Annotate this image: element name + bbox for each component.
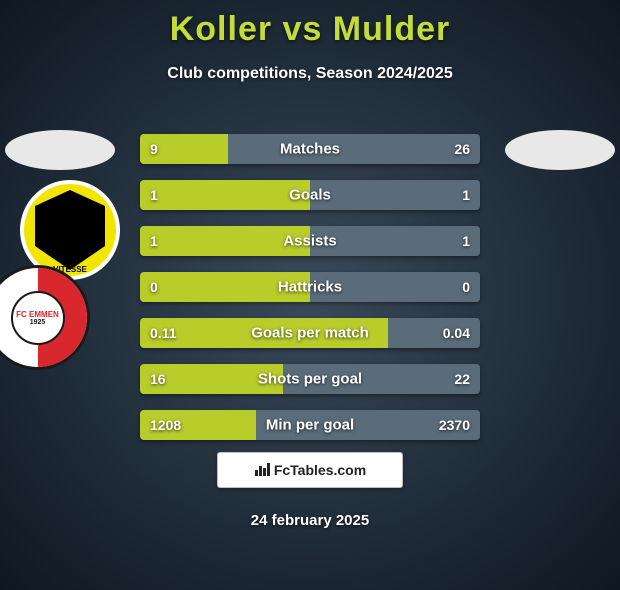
footer-brand-link[interactable]: FcTables.com xyxy=(217,452,403,488)
stat-value-right: 1 xyxy=(462,187,470,203)
stat-row-hattricks: 0 Hattricks 0 xyxy=(140,272,480,302)
stat-value-left: 0.11 xyxy=(150,325,176,341)
stat-value-right: 1 xyxy=(462,233,470,249)
stat-fill-right xyxy=(310,180,480,210)
stat-label: Shots per goal xyxy=(258,371,362,388)
footer-brand-text: FcTables.com xyxy=(274,462,366,478)
stat-label: Goals per match xyxy=(251,325,369,342)
club-badge-right-center-icon: FC EMMEN 1925 xyxy=(11,291,65,345)
stat-label: Matches xyxy=(280,141,340,158)
stat-value-right: 26 xyxy=(454,141,470,157)
stat-label: Hattricks xyxy=(278,279,342,296)
stat-value-right: 2370 xyxy=(439,417,470,433)
stat-row-min-per-goal: 1208 Min per goal 2370 xyxy=(140,410,480,440)
stat-value-right: 0.04 xyxy=(443,325,470,341)
stat-fill-right xyxy=(228,134,480,164)
stat-value-left: 0 xyxy=(150,279,158,295)
bar-chart-icon xyxy=(254,462,270,479)
stat-value-left: 1 xyxy=(150,233,158,249)
stat-row-goals: 1 Goals 1 xyxy=(140,180,480,210)
stat-row-assists: 1 Assists 1 xyxy=(140,226,480,256)
stat-value-left: 9 xyxy=(150,141,158,157)
club-badge-right: FC EMMEN 1925 xyxy=(0,265,90,370)
stat-label: Assists xyxy=(283,233,336,250)
club-badge-right-fc: FC EMMEN xyxy=(16,310,59,319)
stat-value-right: 0 xyxy=(462,279,470,295)
player-right-avatar xyxy=(505,130,615,170)
page-title: Koller vs Mulder xyxy=(0,10,620,49)
club-badge-left-shield-icon xyxy=(35,190,105,270)
stat-label: Min per goal xyxy=(266,417,354,434)
stat-row-matches: 9 Matches 26 xyxy=(140,134,480,164)
stat-value-left: 1208 xyxy=(150,417,181,433)
stat-label: Goals xyxy=(289,187,331,204)
date-label: 24 february 2025 xyxy=(251,512,369,529)
stat-value-left: 1 xyxy=(150,187,158,203)
player-left-avatar xyxy=(5,130,115,170)
stat-fill-left xyxy=(140,180,310,210)
subtitle: Club competitions, Season 2024/2025 xyxy=(0,65,620,83)
stat-row-shots-per-goal: 16 Shots per goal 22 xyxy=(140,364,480,394)
stat-value-right: 22 xyxy=(454,371,470,387)
stat-value-left: 16 xyxy=(150,371,166,387)
club-badge-right-year: 1925 xyxy=(30,319,46,326)
stat-row-goals-per-match: 0.11 Goals per match 0.04 xyxy=(140,318,480,348)
stats-container: 9 Matches 26 1 Goals 1 1 Assists 1 0 Hat… xyxy=(140,134,480,456)
